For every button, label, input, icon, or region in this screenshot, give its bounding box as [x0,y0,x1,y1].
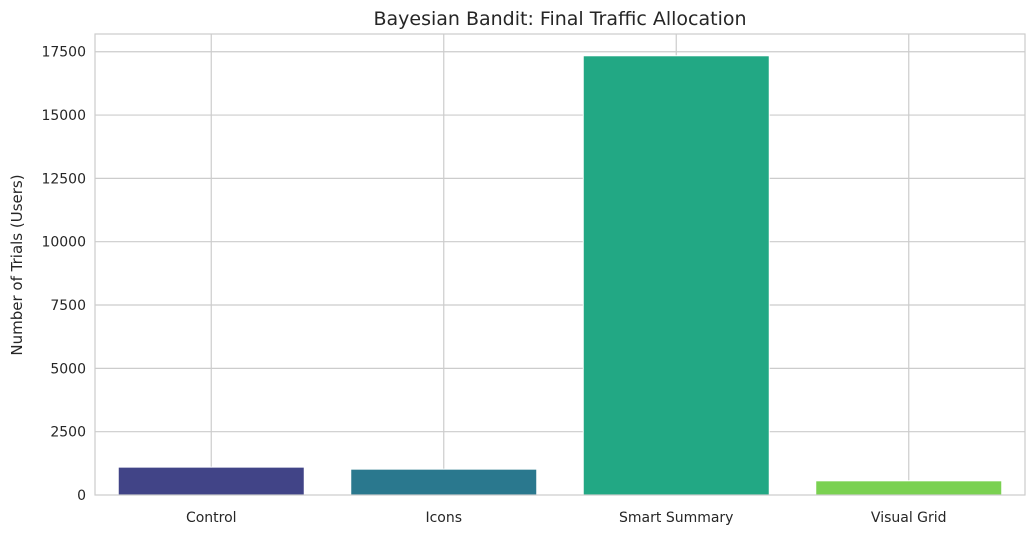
x-axis-ticks: Control Icons Smart Summary Visual Grid [186,510,947,526]
y-tick-label: 2500 [50,425,86,441]
y-axis-label: Number of Trials (Users) [8,174,26,355]
bar-visual-grid [815,480,1003,496]
bar-smart-summary [582,55,770,496]
x-tick-label: Smart Summary [619,510,733,526]
y-tick-label: 17500 [41,45,86,61]
y-tick-label: 7500 [50,298,86,314]
y-tick-label: 0 [77,488,86,504]
bar-icons [350,468,538,496]
y-tick-label: 10000 [41,235,86,251]
grid-lines [95,34,1025,495]
x-tick-label: Control [186,510,237,526]
plot-frame [94,33,1026,496]
x-tick-label: Visual Grid [871,510,947,526]
bars [117,55,1003,496]
y-tick-label: 12500 [41,171,86,187]
y-axis-ticks: 0 2500 5000 7500 10000 12500 15000 17500 [41,45,86,504]
x-tick-label: Icons [425,510,462,526]
bar-control [117,466,305,496]
y-tick-label: 5000 [50,361,86,377]
y-tick-label: 15000 [41,108,86,124]
chart-title: Bayesian Bandit: Final Traffic Allocatio… [373,8,746,30]
